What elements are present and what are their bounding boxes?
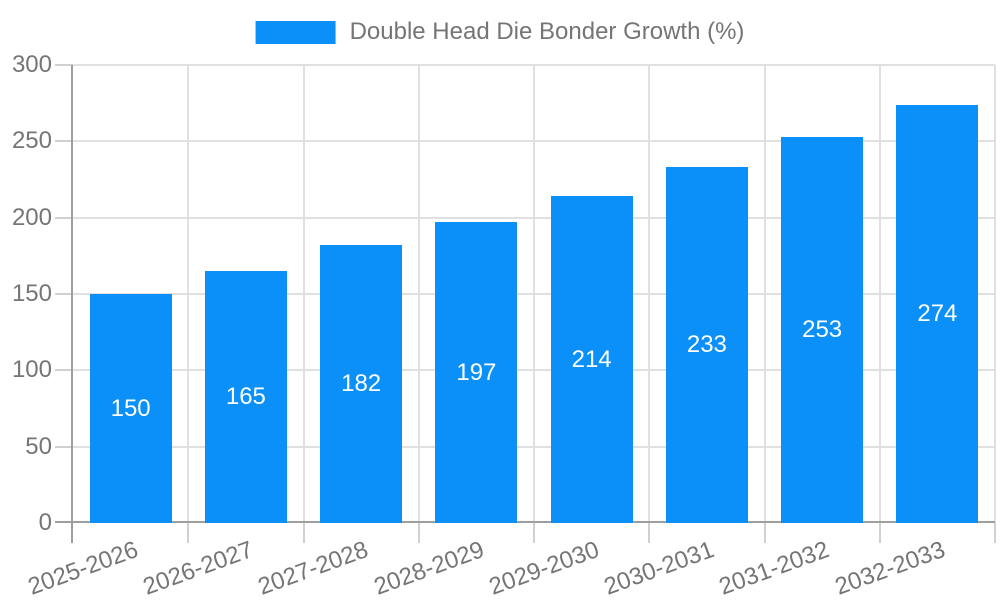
x-tick-label: 2025-2026	[24, 536, 142, 600]
bar-value-label: 165	[225, 383, 266, 411]
legend-item[interactable]: Double Head Die Bonder Growth (%)	[255, 18, 745, 46]
y-tick-label: 0	[38, 509, 52, 536]
bar[interactable]: 214	[550, 196, 633, 523]
bar[interactable]: 197	[435, 222, 518, 523]
y-axis-line	[71, 65, 73, 543]
bar[interactable]: 182	[320, 245, 403, 523]
x-axis-line	[55, 521, 995, 523]
x-tick-label: 2028-2029	[370, 536, 488, 600]
bar[interactable]: 233	[665, 167, 748, 523]
bar[interactable]: 253	[781, 136, 864, 523]
gridline-vertical	[994, 65, 996, 523]
bar-value-label: 150	[110, 394, 151, 422]
bar-value-label: 197	[456, 358, 497, 386]
x-tick-mark	[878, 523, 881, 543]
y-tick-mark	[55, 64, 73, 66]
y-tick-label: 50	[25, 432, 52, 460]
gridline-vertical	[533, 65, 535, 523]
y-tick-mark	[55, 140, 73, 143]
y-tick-label: 300	[11, 51, 52, 78]
x-tick-mark	[533, 523, 535, 543]
y-tick-label: 100	[11, 356, 52, 384]
bar[interactable]: 165	[204, 271, 287, 523]
gridline-vertical	[302, 65, 305, 523]
bar-value-label: 274	[917, 299, 958, 327]
bar-value-label: 233	[686, 331, 727, 359]
x-tick-mark	[648, 523, 651, 543]
y-tick-mark	[55, 216, 73, 219]
gridline-vertical	[878, 65, 881, 523]
bar-value-label: 214	[571, 345, 612, 373]
x-tick-label: 2030-2031	[600, 536, 718, 600]
y-tick-mark	[55, 293, 73, 295]
y-tick-label: 150	[11, 280, 52, 307]
gridline-vertical	[187, 65, 190, 523]
y-tick-label: 200	[11, 203, 52, 231]
y-tick-mark	[55, 369, 73, 372]
x-tick-mark	[187, 523, 190, 543]
gridline-vertical	[648, 65, 651, 523]
x-tick-label: 2029-2030	[485, 536, 603, 600]
x-tick-mark	[302, 523, 305, 543]
bar-value-label: 253	[802, 315, 843, 343]
y-tick-label: 250	[11, 127, 52, 155]
x-tick-mark	[994, 523, 996, 543]
x-tick-label: 2031-2032	[715, 536, 834, 600]
x-tick-mark	[763, 523, 766, 543]
bar-value-label: 182	[341, 370, 382, 398]
x-tick-label: 2032-2033	[831, 536, 949, 600]
gridline-vertical	[417, 65, 420, 523]
x-tick-label: 2027-2028	[254, 536, 373, 600]
x-tick-label: 2026-2027	[139, 536, 257, 600]
legend-swatch	[255, 20, 336, 44]
bar[interactable]: 150	[89, 294, 172, 523]
x-tick-mark	[417, 523, 420, 543]
bar[interactable]: 274	[896, 104, 979, 523]
y-tick-mark	[55, 445, 73, 448]
legend-label: Double Head Die Bonder Growth (%)	[349, 18, 745, 45]
gridline-vertical	[763, 65, 766, 523]
